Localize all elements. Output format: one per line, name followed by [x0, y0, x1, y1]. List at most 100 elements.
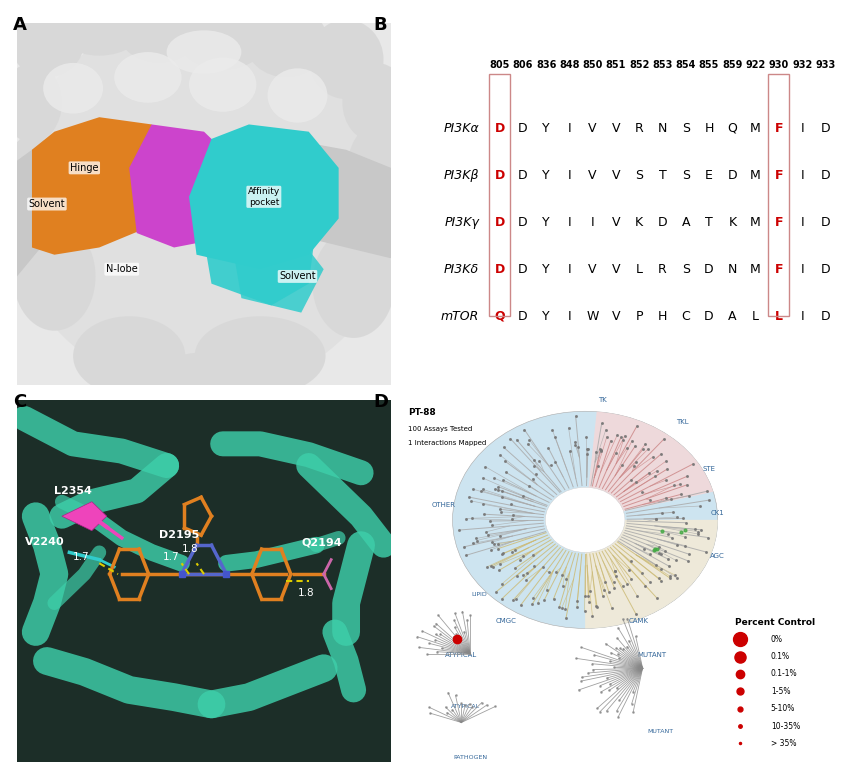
- Polygon shape: [17, 125, 391, 276]
- Ellipse shape: [114, 52, 182, 102]
- Text: A: A: [682, 216, 690, 229]
- Text: L: L: [636, 263, 643, 276]
- Text: MUTANT: MUTANT: [647, 729, 673, 735]
- Text: N-lobe: N-lobe: [106, 264, 138, 274]
- Text: 1.8: 1.8: [182, 544, 198, 554]
- Text: 1 Interactions Mapped: 1 Interactions Mapped: [408, 440, 486, 446]
- Text: W: W: [586, 310, 599, 323]
- Text: CAMK: CAMK: [628, 618, 649, 624]
- Ellipse shape: [53, 0, 146, 55]
- Text: N: N: [658, 122, 667, 135]
- Ellipse shape: [2, 136, 62, 236]
- Text: F: F: [774, 122, 783, 135]
- Text: ATYPICAL: ATYPICAL: [451, 704, 480, 709]
- Text: F: F: [774, 216, 783, 229]
- Text: V2240: V2240: [25, 537, 64, 547]
- Text: PATHOGEN: PATHOGEN: [453, 755, 487, 760]
- Text: STE: STE: [702, 466, 716, 472]
- Text: 0.1%: 0.1%: [771, 652, 790, 661]
- Text: S: S: [682, 122, 689, 135]
- Text: Percent Control: Percent Control: [735, 618, 815, 627]
- Text: L: L: [752, 310, 759, 323]
- Text: C: C: [14, 393, 26, 411]
- Text: Hinge: Hinge: [70, 163, 99, 172]
- Text: M: M: [751, 122, 761, 135]
- Text: F: F: [774, 263, 783, 276]
- Text: I: I: [568, 216, 571, 229]
- Text: Solvent: Solvent: [279, 272, 316, 281]
- Text: D: D: [495, 122, 505, 135]
- Text: D2195: D2195: [159, 530, 200, 540]
- Text: CMGC: CMGC: [496, 618, 516, 624]
- Text: D: D: [495, 216, 505, 229]
- Text: 100 Assays Tested: 100 Assays Tested: [408, 426, 473, 432]
- Text: M: M: [751, 169, 761, 182]
- Text: V: V: [588, 122, 597, 135]
- Text: V: V: [612, 263, 620, 276]
- Text: 859: 859: [722, 60, 743, 70]
- Ellipse shape: [167, 30, 241, 74]
- Text: T: T: [659, 169, 666, 182]
- Text: V: V: [612, 122, 620, 135]
- Text: 10-35%: 10-35%: [771, 721, 800, 731]
- Text: ATYPICAL: ATYPICAL: [445, 652, 478, 658]
- Text: D: D: [820, 310, 830, 323]
- Circle shape: [452, 411, 717, 628]
- Ellipse shape: [346, 125, 406, 226]
- Text: F: F: [774, 169, 783, 182]
- Wedge shape: [585, 520, 717, 628]
- Ellipse shape: [14, 222, 95, 331]
- Ellipse shape: [43, 63, 103, 113]
- Text: E: E: [706, 169, 713, 182]
- Polygon shape: [62, 502, 107, 531]
- Ellipse shape: [157, 353, 251, 396]
- Ellipse shape: [268, 69, 327, 122]
- Text: S: S: [682, 263, 689, 276]
- Text: AGC: AGC: [711, 553, 725, 559]
- Text: 0.1-1%: 0.1-1%: [771, 669, 797, 678]
- Text: V: V: [612, 169, 620, 182]
- Text: P: P: [636, 310, 643, 323]
- Text: 932: 932: [792, 60, 813, 70]
- Text: D: D: [373, 393, 388, 411]
- Text: R: R: [635, 122, 643, 135]
- Text: D: D: [518, 216, 528, 229]
- Text: 854: 854: [676, 60, 696, 70]
- Text: D: D: [705, 310, 714, 323]
- Text: T: T: [706, 216, 713, 229]
- Text: 850: 850: [582, 60, 603, 70]
- Text: Q2194: Q2194: [301, 537, 342, 547]
- Text: V: V: [612, 216, 620, 229]
- Text: I: I: [568, 169, 571, 182]
- Text: I: I: [591, 216, 594, 229]
- Text: D: D: [518, 310, 528, 323]
- Circle shape: [546, 487, 625, 552]
- Text: I: I: [801, 310, 804, 323]
- Text: I: I: [568, 122, 571, 135]
- Text: I: I: [801, 122, 804, 135]
- Text: D: D: [658, 216, 667, 229]
- Text: 848: 848: [559, 60, 580, 70]
- Text: C: C: [682, 310, 690, 323]
- Text: D: D: [518, 122, 528, 135]
- Text: 853: 853: [652, 60, 672, 70]
- Text: H: H: [658, 310, 667, 323]
- Polygon shape: [204, 204, 316, 306]
- Text: N: N: [728, 263, 737, 276]
- Text: V: V: [612, 310, 620, 323]
- Text: B: B: [373, 16, 387, 34]
- Text: 855: 855: [699, 60, 719, 70]
- Text: S: S: [635, 169, 643, 182]
- Polygon shape: [234, 233, 324, 313]
- Text: D: D: [518, 263, 528, 276]
- Text: D: D: [820, 263, 830, 276]
- Text: Affinity
pocket: Affinity pocket: [247, 187, 280, 206]
- Text: 1-5%: 1-5%: [771, 687, 791, 696]
- Text: > 35%: > 35%: [771, 739, 796, 748]
- Bar: [768, 74, 790, 316]
- Text: D: D: [495, 169, 505, 182]
- Text: D: D: [495, 263, 505, 276]
- Text: D: D: [518, 169, 528, 182]
- Ellipse shape: [195, 316, 326, 396]
- Text: MUTANT: MUTANT: [637, 652, 666, 658]
